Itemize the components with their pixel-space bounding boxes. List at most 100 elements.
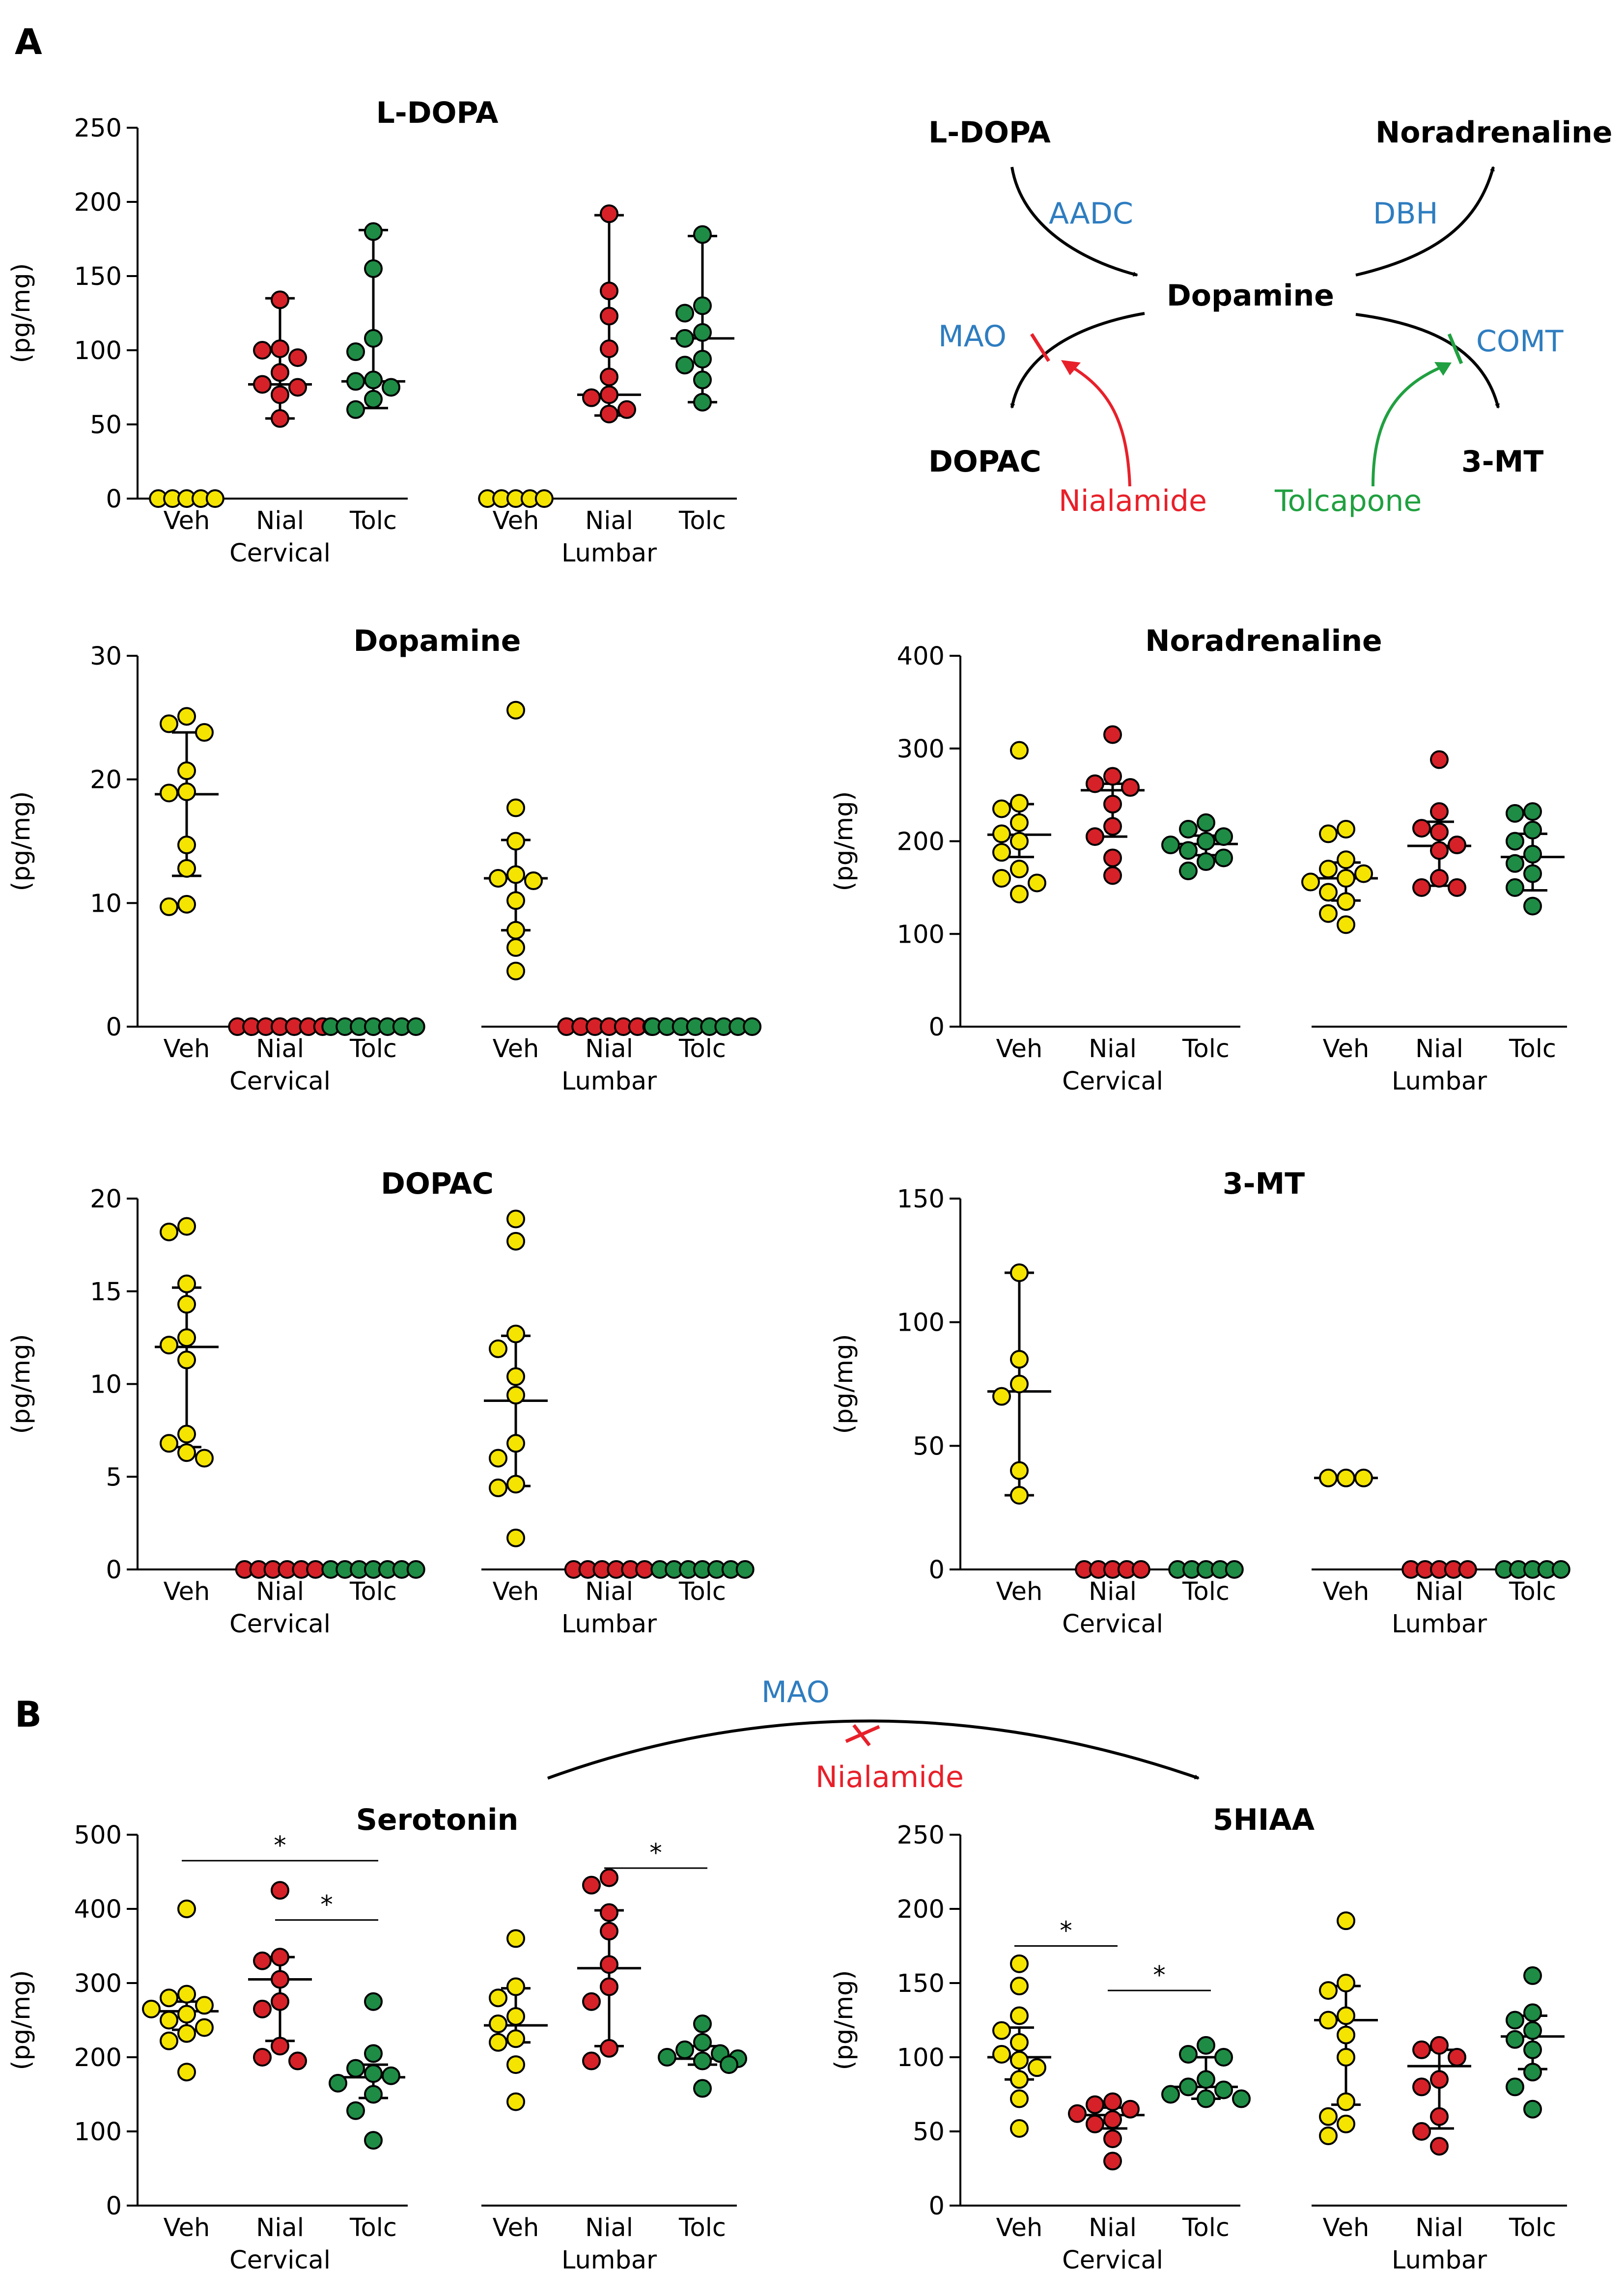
pathway-b-nialamide: Nialamide xyxy=(815,1760,964,1794)
data-point xyxy=(1010,860,1029,879)
data-point xyxy=(1010,1374,1029,1394)
group-label: Tolc xyxy=(349,1035,397,1063)
data-point xyxy=(253,2048,272,2067)
data-point xyxy=(1179,861,1198,880)
data-point xyxy=(271,363,289,382)
data-point xyxy=(177,2024,196,2043)
data-point xyxy=(1197,2070,1215,2089)
data-point xyxy=(177,782,196,801)
data-point xyxy=(1523,896,1542,916)
y-tick-label: 400 xyxy=(897,642,945,671)
data-point xyxy=(720,2055,738,2074)
data-point xyxy=(1010,1954,1029,1973)
data-point xyxy=(177,836,196,855)
pathway-nialamide: Nialamide xyxy=(1059,484,1207,518)
data-point xyxy=(600,281,618,301)
data-point xyxy=(1010,885,1029,904)
group-label: Veh xyxy=(996,1035,1043,1063)
group-label: Tolc xyxy=(1182,2213,1230,2242)
y-axis-label: (pg/mg) xyxy=(830,791,859,892)
data-point xyxy=(364,1992,383,2011)
y-tick-label: 100 xyxy=(897,1309,945,1338)
data-point xyxy=(992,2021,1011,2040)
data-point xyxy=(1551,1560,1570,1579)
data-point xyxy=(1337,1911,1355,1930)
data-point xyxy=(177,1217,196,1236)
y-tick-label: 20 xyxy=(90,766,122,795)
data-point xyxy=(160,1434,178,1453)
data-point xyxy=(406,1560,425,1579)
y-tick-label: 100 xyxy=(897,920,945,949)
chart-serotonin: Serotonin 0 100 200 300 400 500 (pg/mg) Veh Nial T… xyxy=(7,1803,747,2275)
data-point xyxy=(364,370,383,390)
data-point xyxy=(306,1560,325,1579)
data-point xyxy=(658,2048,676,2067)
data-point xyxy=(1121,2099,1140,2119)
data-point xyxy=(177,1425,196,1444)
y-tick-label: 500 xyxy=(74,1821,122,1850)
arrow-serotonin-5hiaa xyxy=(547,1719,1200,1780)
data-point xyxy=(329,2073,347,2093)
data-point xyxy=(1232,2089,1251,2108)
data-point xyxy=(382,2066,400,2085)
group-label: Tolc xyxy=(1182,1035,1230,1063)
data-point xyxy=(271,385,289,404)
data-point xyxy=(1430,2137,1449,2156)
y-tick-label: 100 xyxy=(74,336,122,365)
data-point xyxy=(600,1977,618,1996)
data-point xyxy=(160,783,178,803)
y-tick-label: 30 xyxy=(90,642,122,671)
data-point xyxy=(1010,2089,1029,2108)
data-point xyxy=(271,1881,289,1900)
data-point xyxy=(1430,750,1449,769)
data-point xyxy=(693,392,712,412)
group-label: Tolc xyxy=(1182,1577,1230,1606)
data-point xyxy=(1121,778,1140,797)
data-point xyxy=(1506,878,1524,897)
pathway-ldopa: L-DOPA xyxy=(928,115,1051,150)
data-point xyxy=(271,1948,289,1967)
pathway-dopamine: Dopamine xyxy=(1167,279,1334,313)
data-point xyxy=(675,2040,694,2059)
data-point xyxy=(1010,794,1029,813)
group-label: Veh xyxy=(164,506,210,535)
y-tick-label: 0 xyxy=(929,2192,945,2221)
data-point xyxy=(600,1922,618,1941)
region-label: Cervical xyxy=(1062,1610,1163,1639)
data-point xyxy=(195,1449,214,1468)
group-label: Tolc xyxy=(349,1577,397,1606)
pathway-noradrenaline: Noradrenaline xyxy=(1375,115,1613,150)
data-point xyxy=(177,2063,196,2082)
data-point xyxy=(1103,817,1122,836)
arrow-ldopa-dopamine xyxy=(1010,167,1138,277)
data-point xyxy=(160,1222,178,1241)
data-point xyxy=(506,832,525,851)
comt-inhibition-mark xyxy=(1447,333,1463,364)
data-point xyxy=(1319,1981,1338,2000)
data-point xyxy=(1319,1468,1338,1487)
data-point xyxy=(992,824,1011,843)
data-point xyxy=(675,356,694,375)
data-point xyxy=(364,329,383,348)
y-tick-label: 250 xyxy=(74,114,122,143)
region-label: Cervical xyxy=(229,539,331,568)
data-point xyxy=(693,2051,712,2070)
chart-title: Dopamine xyxy=(354,624,521,658)
data-point xyxy=(992,869,1011,888)
chart-title: 3-MT xyxy=(1223,1167,1305,1201)
y-tick-label: 15 xyxy=(90,1278,122,1307)
data-point xyxy=(195,723,214,742)
data-point xyxy=(160,1336,178,1355)
group-label: Nial xyxy=(585,1577,633,1606)
significance-star: * xyxy=(1153,1961,1166,1990)
data-point xyxy=(1448,2048,1466,2067)
data-point xyxy=(1523,2063,1542,2082)
group-label: Tolc xyxy=(349,506,397,535)
data-point xyxy=(1103,848,1122,867)
data-point xyxy=(582,2051,601,2070)
chart-noradrenaline: Noradrenaline 0 100 200 300 400 (pg/mg) Veh Nial… xyxy=(830,624,1567,1096)
group-label: Nial xyxy=(1089,2213,1137,2242)
data-point xyxy=(406,1017,425,1036)
y-tick-label: 50 xyxy=(913,2118,945,2147)
chart-dopac: DOPAC 0 5 10 15 20 (pg/mg) Veh Nial Tolc Veh Nial To… xyxy=(7,1167,755,1639)
